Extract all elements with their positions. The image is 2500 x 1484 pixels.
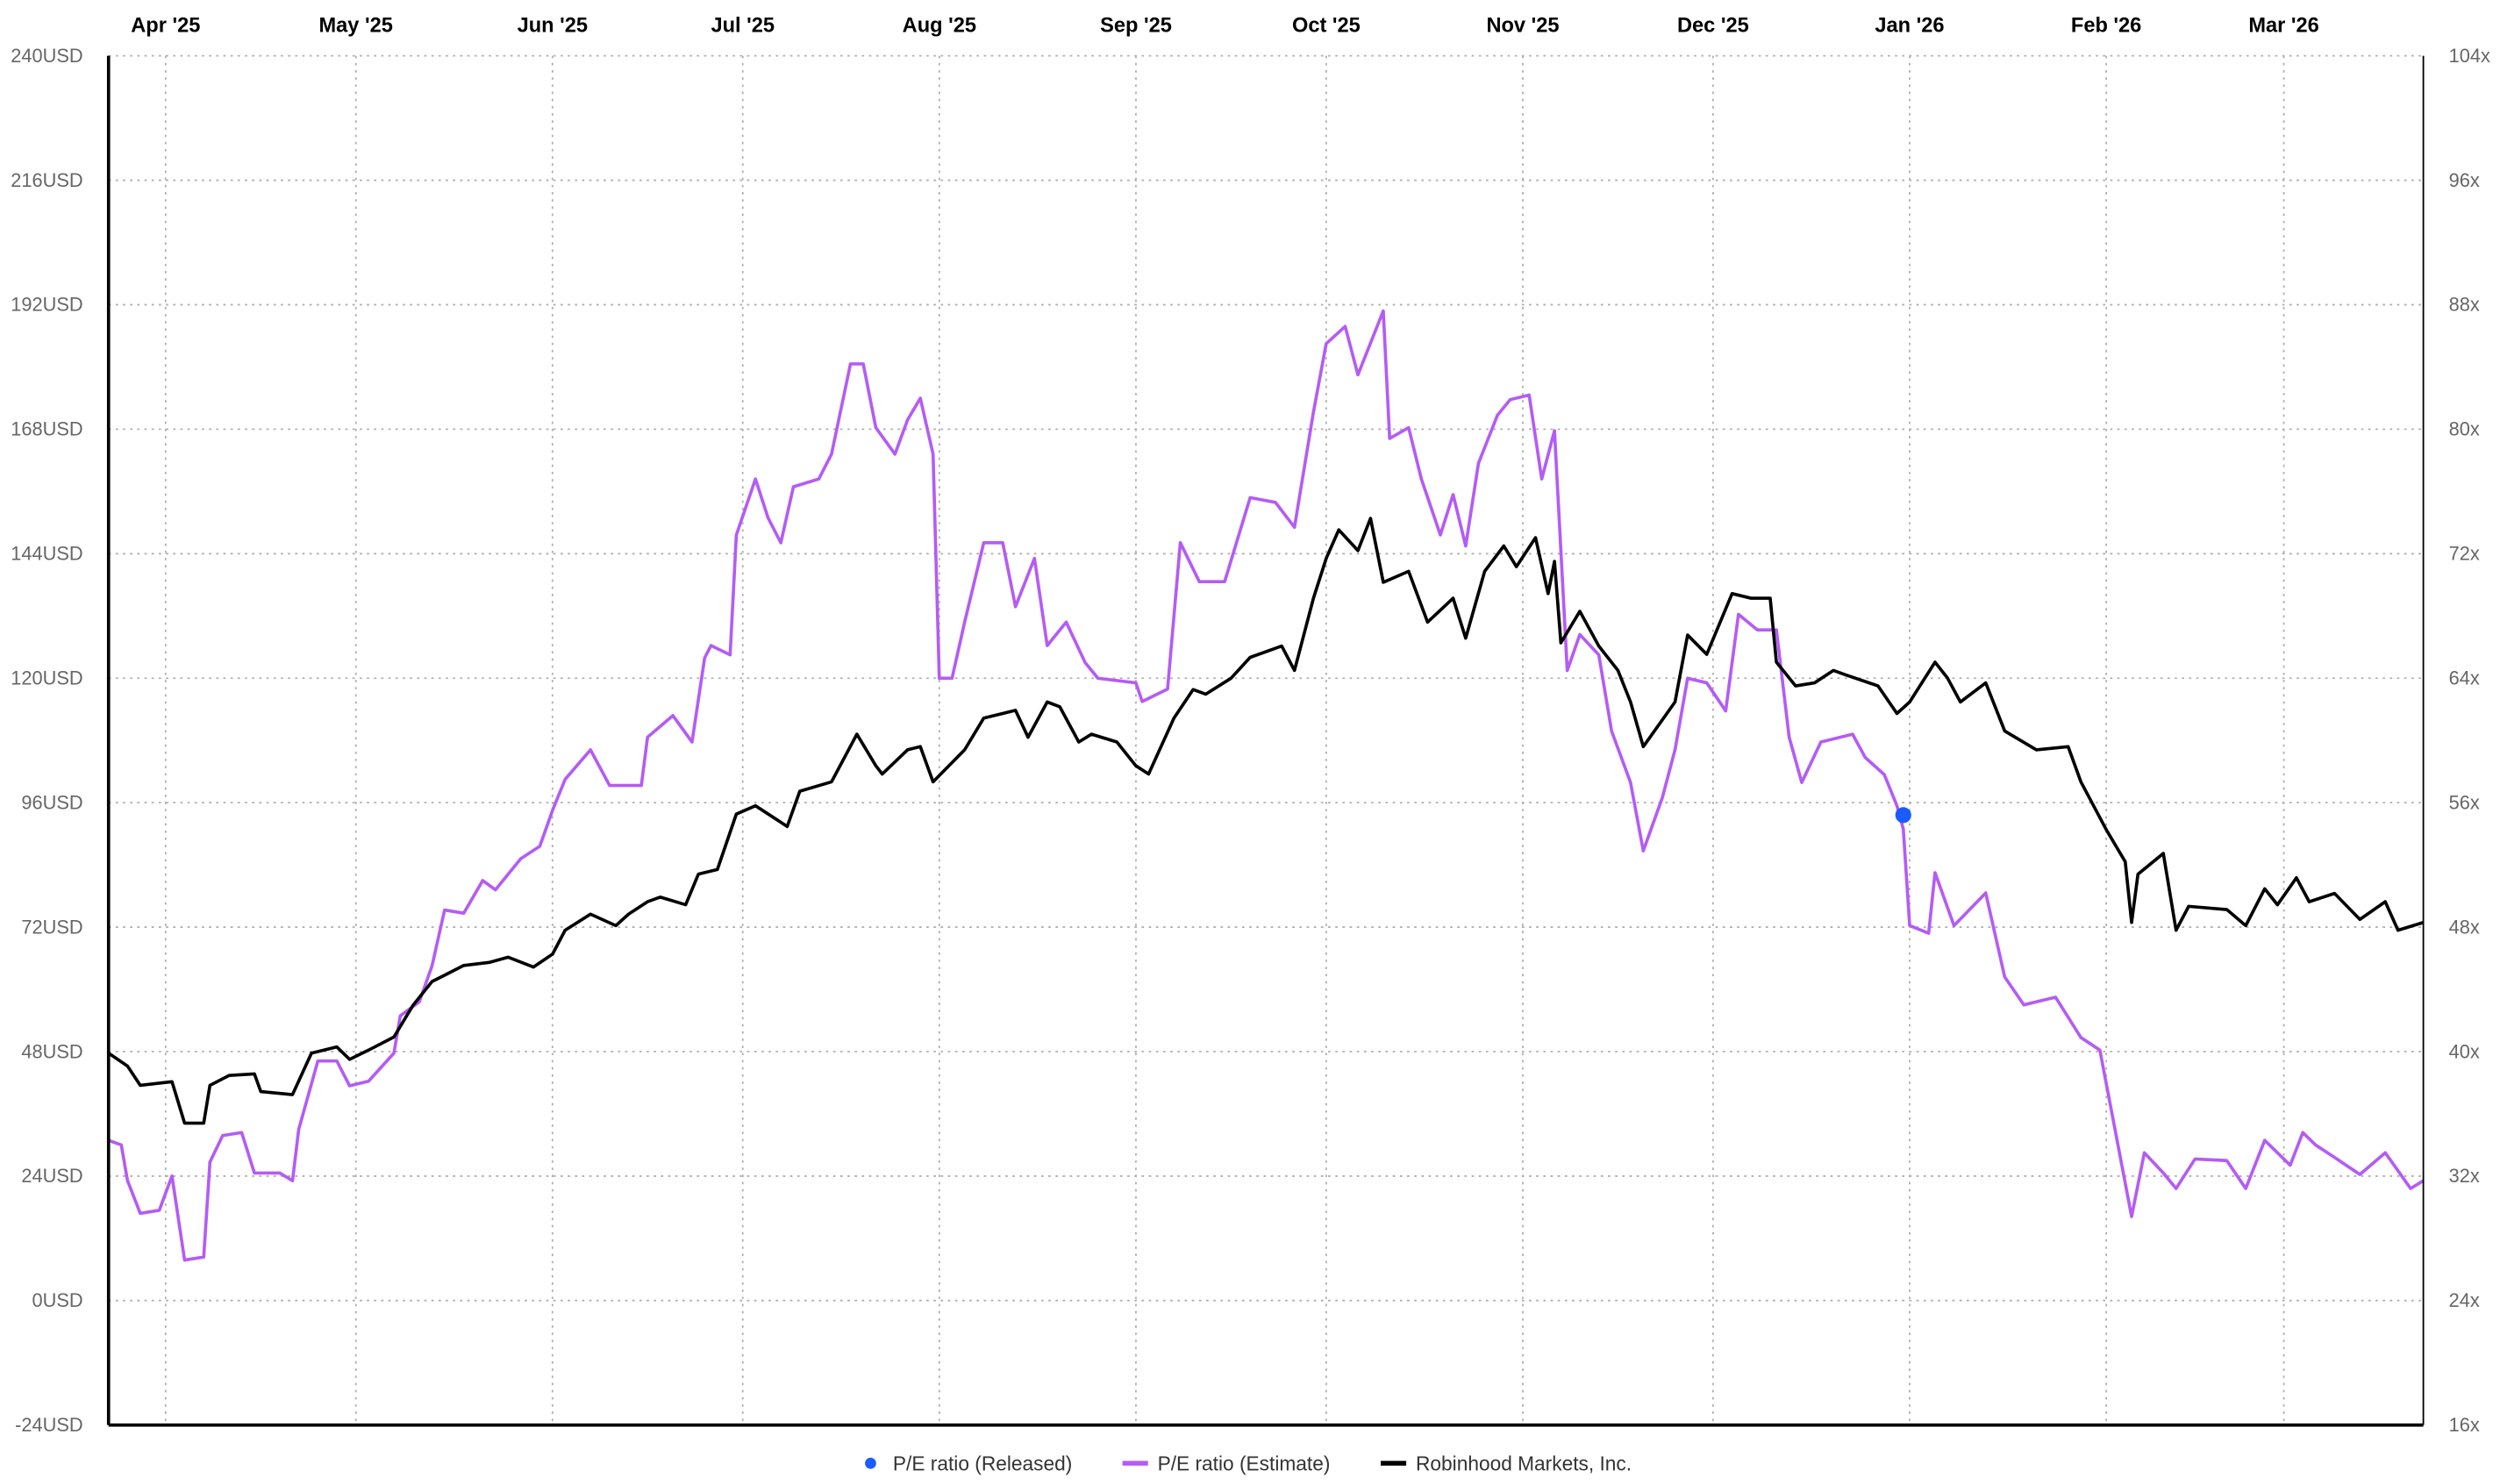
gridlines [108,54,2424,1426]
right-y-tick-label: 72x [2449,543,2480,565]
legend-label: Robinhood Markets, Inc. [1416,1452,1632,1475]
right-y-tick-label: 24x [2449,1289,2480,1311]
legend-label: P/E ratio (Released) [893,1452,1072,1475]
x-tick-label: Dec '25 [1677,14,1749,37]
left-y-tick-label: -24USD [15,1414,83,1436]
x-tick-label: Jan '26 [1875,14,1944,37]
x-tick-label: Sep '25 [1100,14,1172,37]
right-y-tick-label: 48x [2449,916,2480,938]
right-y-tick-label: 88x [2449,294,2480,316]
x-tick-label: Oct '25 [1292,14,1361,37]
x-tick-label: Apr '25 [131,14,200,37]
right-y-tick-label: 104x [2449,45,2490,67]
x-tick-label: Feb '26 [2071,14,2141,37]
right-y-tick-label: 96x [2449,169,2480,191]
right-y-tick-label: 56x [2449,791,2480,813]
x-axis-labels: Apr '25 May '25 Jun '25 Jul '25 Aug '25 Sep '… [131,14,2319,37]
right-y-tick-label: 16x [2449,1414,2480,1436]
series-line-p-e-ratio-estimate [108,309,2425,1262]
legend: P/E ratio (Released) P/E ratio (Estimate… [865,1452,1632,1475]
right-y-axis-labels: 104x 96x 88x 80x 72x 64x 56x 48x 40x 32x 24x 16x [2449,45,2490,1436]
x-tick-label: Nov '25 [1486,14,1559,37]
x-tick-label: Mar '26 [2248,14,2318,37]
left-y-tick-label: 72USD [21,916,82,938]
x-tick-label: Jul '25 [711,14,775,37]
left-y-tick-label: 96USD [21,791,82,813]
left-y-axis-labels: 240USD 216USD 192USD 168USD 144USD 120USD 96US… [11,45,82,1436]
left-y-tick-label: 24USD [21,1165,82,1187]
right-y-tick-label: 64x [2449,667,2480,688]
left-y-tick-label: 48USD [21,1040,82,1062]
series-line-robinhood-markets-inc [107,517,2425,1125]
left-y-tick-label: 120USD [11,667,82,688]
x-tick-label: Jun '25 [518,14,588,37]
x-tick-label: Aug '25 [903,14,976,37]
left-y-tick-label: 144USD [11,543,82,565]
left-y-tick-label: 216USD [11,169,82,191]
data-point-p-e-ratio-released[interactable] [1895,807,1911,824]
right-y-tick-label: 32x [2449,1165,2480,1187]
right-y-tick-label: 80x [2449,418,2480,440]
legend-item-released[interactable]: P/E ratio (Released) [865,1452,1072,1475]
legend-item-estimate[interactable]: P/E ratio (Estimate) [1122,1452,1331,1475]
left-y-tick-label: 240USD [11,45,82,67]
left-y-tick-label: 168USD [11,418,82,440]
series [107,309,2425,1262]
right-y-tick-label: 40x [2449,1040,2480,1062]
left-y-tick-label: 0USD [32,1289,83,1311]
legend-item-robinhood[interactable]: Robinhood Markets, Inc. [1381,1452,1632,1475]
legend-dot-icon [865,1458,876,1469]
x-tick-label: May '25 [319,14,393,37]
legend-label: P/E ratio (Estimate) [1158,1452,1331,1475]
left-y-tick-label: 192USD [11,294,82,316]
